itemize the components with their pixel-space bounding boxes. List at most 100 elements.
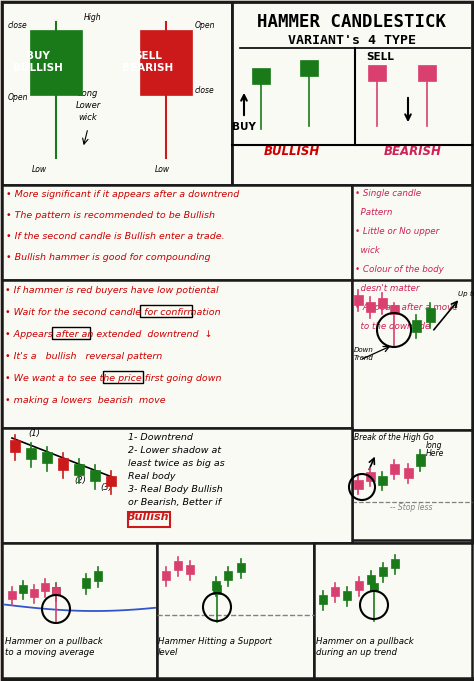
Bar	[2, 543, 157, 678]
Bar	[52, 587, 60, 595]
Text: • If the second candle is Bullish enter a trade.: • If the second candle is Bullish enter …	[6, 232, 225, 241]
Bar	[390, 305, 399, 314]
Bar	[300, 60, 318, 76]
Text: BEARISH: BEARISH	[384, 145, 442, 158]
Text: wick: wick	[355, 246, 380, 255]
Bar	[82, 578, 90, 588]
Bar	[237, 563, 245, 572]
Bar	[90, 470, 100, 481]
Bar	[2, 185, 352, 280]
Bar	[412, 320, 421, 332]
Bar	[2, 280, 352, 428]
Bar	[58, 458, 68, 470]
Text: (2): (2)	[74, 476, 86, 485]
Bar	[366, 472, 375, 481]
Text: Here: Here	[426, 449, 444, 458]
Bar	[426, 308, 435, 322]
Bar	[352, 280, 472, 430]
Text: close: close	[195, 86, 215, 95]
Bar	[74, 464, 84, 475]
Text: (1): (1)	[28, 429, 40, 438]
Bar	[314, 543, 474, 678]
Text: BULLISH: BULLISH	[264, 145, 320, 158]
Bar	[352, 430, 472, 540]
Bar	[140, 30, 192, 95]
Text: BUY
BULLISH: BUY BULLISH	[13, 51, 63, 73]
Text: long: long	[426, 441, 443, 450]
Text: • We want a to see the price first going down: • We want a to see the price first going…	[5, 374, 221, 383]
Text: (3): (3)	[100, 483, 112, 492]
Bar	[354, 480, 363, 489]
Text: • Appears after an extended  downtrend  ↓: • Appears after an extended downtrend ↓	[5, 330, 212, 339]
Bar	[331, 587, 339, 596]
Text: Hammer on a pullback
to a moving average: Hammer on a pullback to a moving average	[5, 637, 103, 657]
Bar	[174, 561, 182, 570]
Bar	[140, 305, 192, 317]
Bar	[212, 581, 220, 590]
Text: • If hammer is red buyers have low potiental: • If hammer is red buyers have low potie…	[5, 286, 219, 295]
Bar	[162, 571, 170, 580]
Text: • The pattern is recommended to be Bullish: • The pattern is recommended to be Bulli…	[6, 211, 215, 220]
Bar	[224, 571, 232, 580]
Text: Real body: Real body	[128, 472, 175, 481]
Bar	[319, 595, 327, 604]
Text: • Appears after a move: • Appears after a move	[355, 303, 457, 312]
Text: Pattern: Pattern	[355, 208, 392, 217]
Text: Hammer Hitting a Support
level: Hammer Hitting a Support level	[158, 637, 272, 657]
Text: • Little or No upper: • Little or No upper	[355, 227, 439, 236]
Text: desn't matter: desn't matter	[355, 284, 419, 293]
Bar	[354, 295, 363, 305]
Text: BUY: BUY	[232, 122, 256, 132]
Text: Open: Open	[8, 93, 28, 102]
Bar	[370, 583, 378, 591]
Text: Break of the High Go: Break of the High Go	[354, 433, 434, 442]
Text: Open: Open	[195, 21, 216, 30]
Text: Long
Lower
wick: Long Lower wick	[75, 89, 100, 122]
Bar	[8, 591, 16, 599]
Bar	[103, 371, 143, 383]
Bar	[355, 581, 363, 590]
Bar	[26, 448, 36, 459]
Text: Hammer on a pullback
during an up trend: Hammer on a pullback during an up trend	[316, 637, 414, 657]
Text: 2- Lower shadow at: 2- Lower shadow at	[128, 446, 221, 455]
Text: -- Stop less: -- Stop less	[390, 503, 432, 512]
Bar	[379, 567, 387, 576]
Text: Low: Low	[32, 165, 47, 174]
Bar	[378, 298, 387, 308]
Text: SELL
BEARISH: SELL BEARISH	[122, 51, 173, 73]
Bar	[352, 185, 472, 350]
Bar	[366, 302, 375, 312]
Bar	[41, 583, 49, 591]
Bar	[418, 65, 436, 81]
Bar	[378, 476, 387, 485]
Bar	[2, 2, 232, 185]
Text: or Bearish, Better if: or Bearish, Better if	[128, 498, 221, 507]
Text: 1- Downtrend: 1- Downtrend	[128, 433, 193, 442]
Text: Up trend: Up trend	[458, 291, 474, 297]
Text: • More significant if it appears after a downtrend: • More significant if it appears after a…	[6, 190, 239, 199]
Bar	[368, 65, 386, 81]
Bar	[52, 327, 90, 339]
Bar	[19, 585, 27, 593]
Text: Down: Down	[354, 347, 374, 353]
Bar	[390, 464, 399, 474]
Text: 3- Real Body Bullish: 3- Real Body Bullish	[128, 485, 223, 494]
Bar	[416, 454, 425, 466]
Bar	[94, 571, 102, 581]
Text: • making a lowers  bearish  move: • making a lowers bearish move	[5, 396, 165, 405]
Text: • Bullish hammer is good for compounding: • Bullish hammer is good for compounding	[6, 253, 210, 262]
Bar	[343, 591, 351, 600]
Bar	[10, 440, 20, 452]
Text: VARIANT's 4 TYPE: VARIANT's 4 TYPE	[288, 33, 416, 46]
Text: • Wait for the second candle for confirmation: • Wait for the second candle for confirm…	[5, 308, 220, 317]
Bar	[128, 512, 170, 527]
Bar	[52, 587, 60, 595]
Bar	[314, 543, 472, 678]
Bar	[232, 2, 472, 185]
Text: • Single candle: • Single candle	[355, 189, 421, 198]
Bar	[404, 468, 413, 478]
Text: SELL: SELL	[366, 52, 394, 62]
Text: HAMMER CANDLESTICK: HAMMER CANDLESTICK	[257, 13, 447, 31]
Bar	[252, 68, 270, 84]
Text: • Colour of the body: • Colour of the body	[355, 265, 444, 274]
